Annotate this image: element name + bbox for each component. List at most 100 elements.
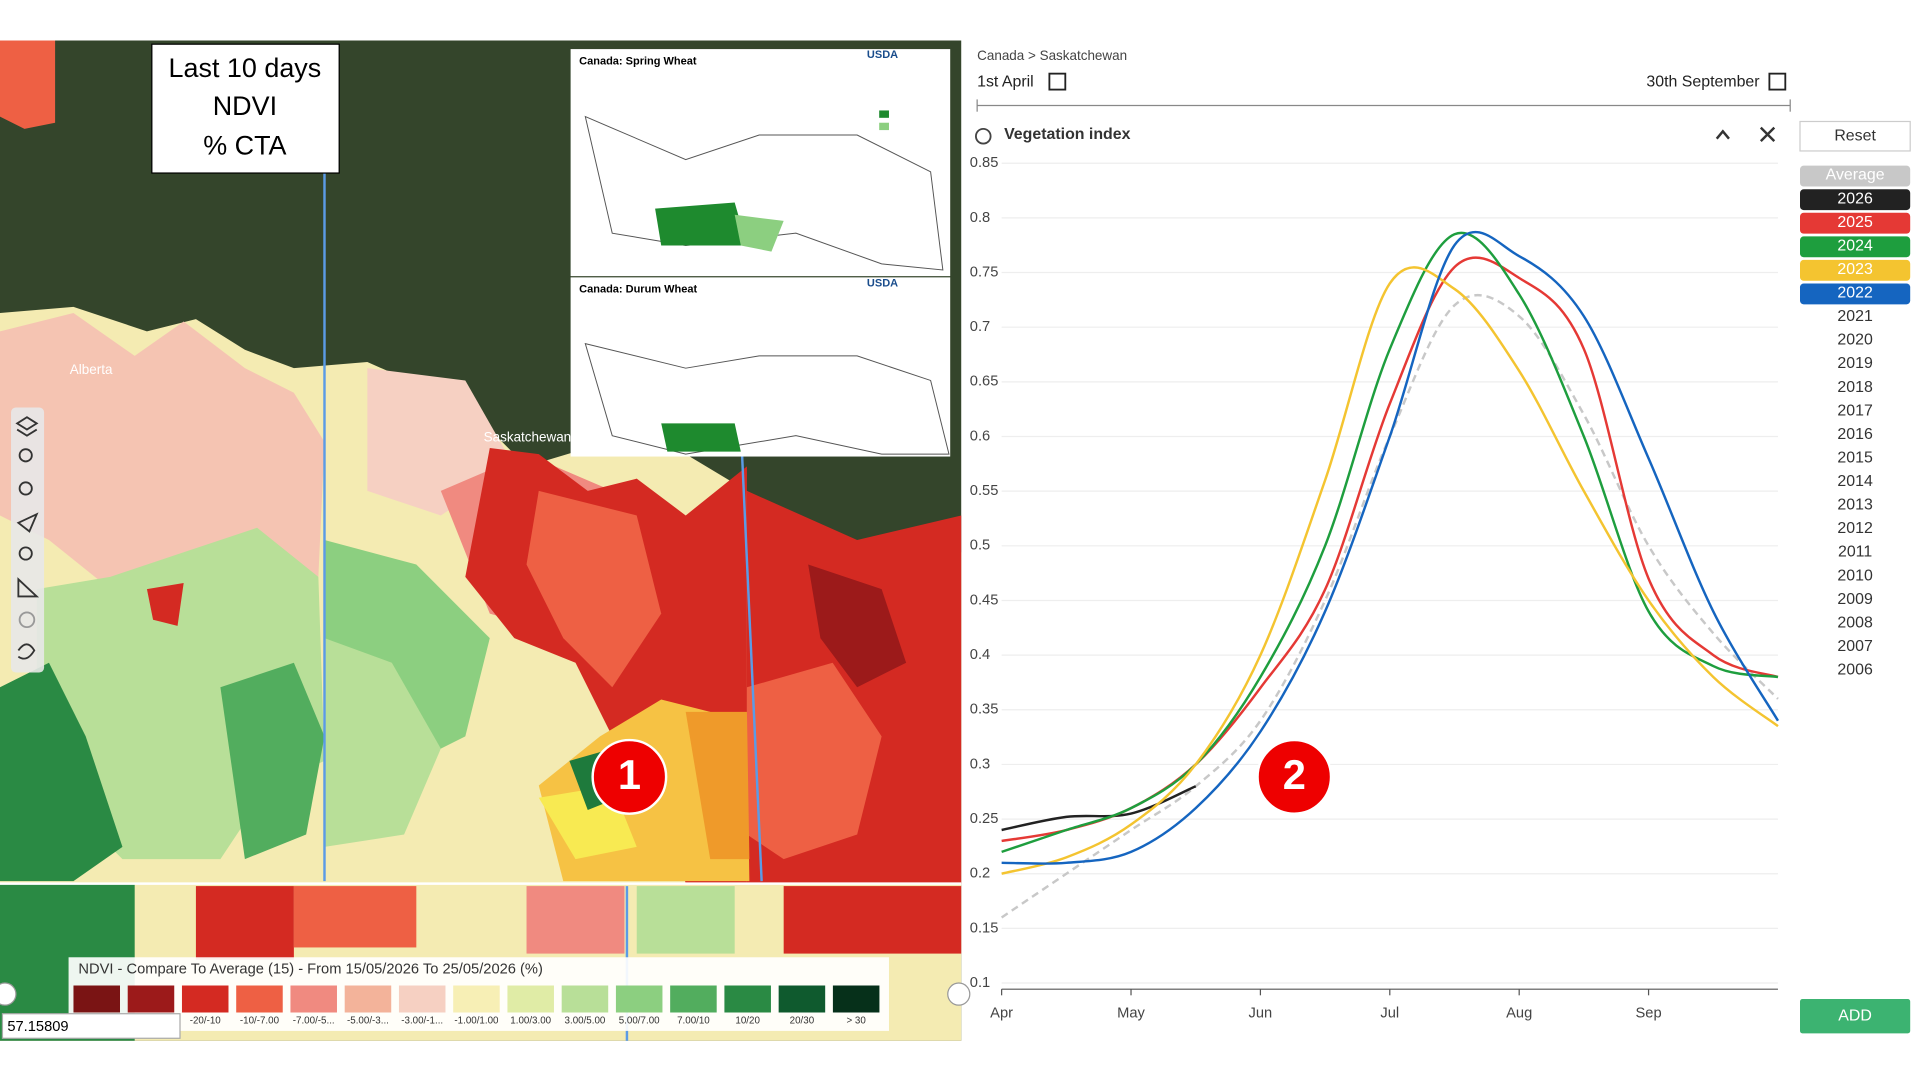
y-tick-label: 0.8 [970,210,990,226]
legend-label: 20/30 [790,1016,815,1027]
region [685,711,750,860]
legend-item[interactable]: 2023 [1837,261,1873,278]
gps-button[interactable] [18,611,36,629]
legend-item[interactable]: 2007 [1837,638,1873,655]
close-button[interactable] [1759,126,1776,143]
series-line [1001,256,1779,843]
region [0,40,56,129]
inset-title: Canada: Spring Wheat [579,55,697,67]
collapse-button[interactable] [1715,129,1730,140]
region [0,312,325,590]
add-button[interactable] [1800,999,1911,1034]
locate-button[interactable] [16,512,39,533]
legend-item[interactable]: 2016 [1837,426,1873,443]
legend-item-bg[interactable] [1800,283,1911,305]
key [879,110,889,118]
legend-item-bg[interactable] [1800,189,1911,211]
x-tick-label: Jun [1249,1006,1273,1022]
y-tick-label: 0.65 [970,374,999,390]
legend-item[interactable]: 2010 [1837,567,1873,584]
legend-next[interactable] [947,982,971,1006]
legend-swatch [670,985,717,1013]
map-toolbar [11,407,45,673]
legend-swatch [344,985,392,1013]
legend-prev[interactable] [0,982,17,1006]
zoom-in-button[interactable] [18,448,33,463]
legend-item[interactable]: Average [1826,167,1885,184]
x-tick-label: Jul [1380,1006,1399,1022]
legend-label: 1.00/3.00 [510,1016,551,1027]
region [220,662,325,860]
legend-item[interactable]: 2024 [1837,237,1873,254]
coordinates: 57.15809 [7,1019,68,1035]
key [879,122,889,131]
legend-label: 10/20 [735,1016,760,1027]
legend-item[interactable]: 2014 [1837,473,1873,490]
x-tick-label: Sep [1636,1006,1662,1022]
legend-swatch [832,985,880,1013]
place-label: Saskatchewan [484,430,572,445]
draw-button[interactable] [17,643,36,660]
inset-agency: USDA [867,49,898,61]
border [740,454,763,882]
legend-item[interactable]: 2015 [1837,449,1873,466]
legend-item-bg[interactable] [1800,165,1911,187]
region [746,662,882,860]
legend-item[interactable]: 2009 [1837,591,1873,608]
calendar-icon[interactable] [1768,72,1787,91]
start-date[interactable]: 1st April [977,73,1034,90]
legend-swatch [290,985,337,1013]
reset-label[interactable]: Reset [1834,127,1876,144]
legend-item[interactable]: 2019 [1837,355,1873,372]
legend-item[interactable]: 2025 [1837,214,1873,231]
region [146,582,184,626]
layers-button[interactable] [15,416,39,437]
marker-label: 2 [1283,751,1306,798]
legend-label: -1.00/1.00 [454,1016,499,1027]
calendar-icon[interactable] [1048,72,1067,91]
inset-bg [570,277,951,457]
legend-item[interactable]: 2012 [1837,520,1873,537]
measure-button[interactable] [17,577,40,598]
y-tick-label: 0.25 [970,811,999,827]
marker [591,738,668,815]
region [526,886,625,954]
region [636,886,735,954]
legend-swatch [127,985,175,1013]
legend-item[interactable]: 2013 [1837,497,1873,514]
region [195,886,294,960]
legend-item[interactable]: 2017 [1837,402,1873,419]
region [783,886,962,954]
y-tick-label: 0.45 [970,592,999,608]
legend-swatch [398,985,446,1013]
y-tick-label: 0.2 [970,866,990,882]
legend-item[interactable]: 2020 [1837,332,1873,349]
legend-item[interactable]: 2011 [1838,544,1872,561]
series-line [1001,231,1779,854]
region [324,638,441,847]
end-date[interactable]: 30th September [1646,73,1760,90]
inset-title: Canada: Durum Wheat [579,284,697,296]
legend-label: 5.00/7.00 [619,1016,660,1027]
add-label[interactable]: ADD [1838,1007,1872,1024]
legend-item[interactable]: 2022 [1837,285,1873,302]
reset-button[interactable] [1799,120,1911,152]
legend-item[interactable]: 2006 [1837,662,1873,679]
overlay-box [151,43,340,174]
x-tick-label: Aug [1506,1006,1532,1022]
legend-item-bg[interactable] [1800,259,1911,281]
search-button[interactable] [18,546,33,561]
legend-item-bg[interactable] [1800,212,1911,234]
inset-agency: USDA [867,277,898,289]
breadcrumb[interactable]: Canada > Saskatchewan [977,48,1127,63]
y-tick-label: 0.6 [970,428,990,444]
zoom-out-button[interactable] [18,481,33,496]
legend-item[interactable]: 2026 [1837,190,1873,207]
x-tick-label: May [1117,1006,1145,1022]
legend-item-bg[interactable] [1800,236,1911,258]
legend-item[interactable]: 2021 [1837,308,1873,325]
legend-item[interactable]: 2008 [1837,614,1873,631]
map-legend: < -30-30/-20-20/-10-10/-7.00-7.00/-5...-… [73,985,880,1027]
legend-item[interactable]: 2018 [1837,379,1873,396]
